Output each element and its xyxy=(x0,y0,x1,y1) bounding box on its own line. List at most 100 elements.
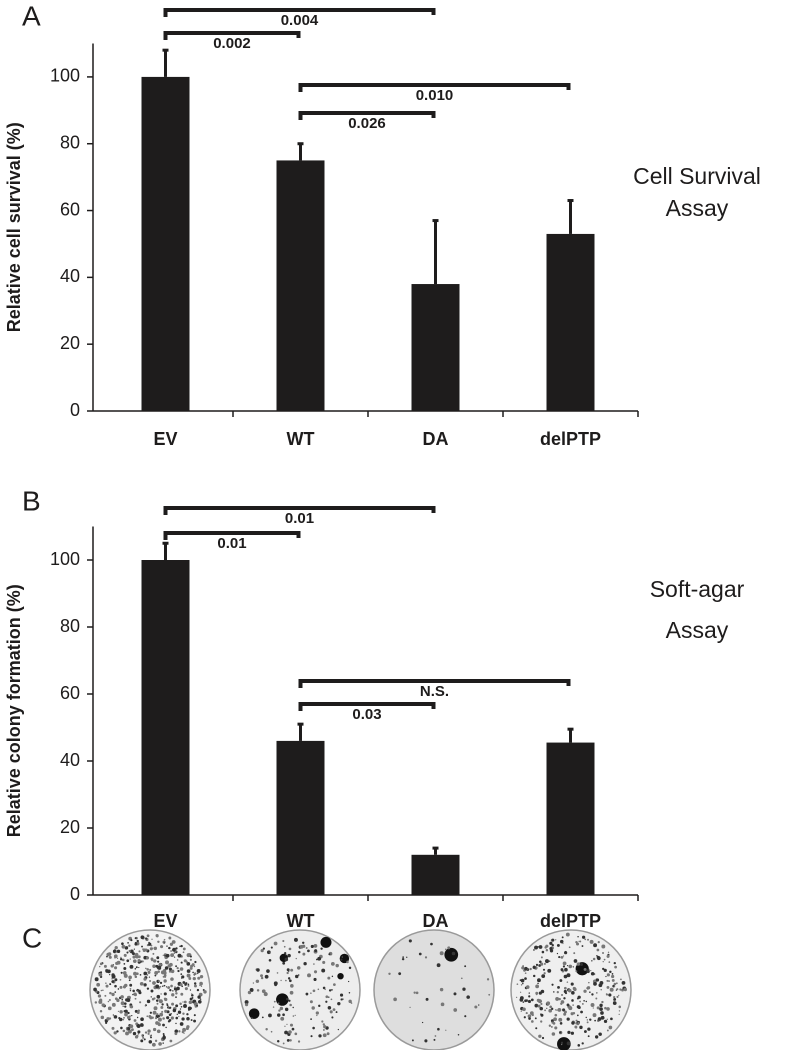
colony xyxy=(171,940,176,944)
colony xyxy=(606,985,610,989)
colony xyxy=(544,946,547,949)
colony xyxy=(282,1042,285,1045)
colony xyxy=(286,971,289,975)
colony xyxy=(581,1002,584,1005)
colony xyxy=(296,966,301,970)
colony xyxy=(160,970,165,975)
colony xyxy=(585,1016,587,1019)
colony xyxy=(113,1031,117,1035)
colony xyxy=(540,989,545,994)
colony xyxy=(156,1002,159,1005)
colony xyxy=(188,1000,193,1005)
colony xyxy=(280,1016,285,1021)
colony xyxy=(564,951,568,955)
colony xyxy=(589,991,591,993)
colony xyxy=(137,989,141,993)
colony xyxy=(170,984,173,988)
colony xyxy=(535,963,539,966)
colony xyxy=(168,936,172,940)
colony xyxy=(577,995,581,999)
colony xyxy=(549,947,553,951)
colony xyxy=(153,997,156,1000)
colony xyxy=(564,967,568,972)
colony xyxy=(174,1029,178,1034)
colony xyxy=(436,963,441,968)
colony xyxy=(562,1008,566,1012)
colony xyxy=(132,955,136,959)
colony xyxy=(252,982,255,984)
error-bar xyxy=(297,722,304,741)
colony xyxy=(322,1023,325,1026)
colony xyxy=(571,999,574,1002)
colony xyxy=(272,1006,275,1008)
colony xyxy=(572,1004,574,1006)
colony xyxy=(616,988,619,991)
colony xyxy=(165,986,168,988)
colony xyxy=(424,956,428,959)
colony xyxy=(129,964,134,969)
y-tick-label: 20 xyxy=(60,817,80,837)
colony xyxy=(129,1005,134,1009)
colony xyxy=(105,982,107,984)
colony xyxy=(548,960,551,962)
colony xyxy=(566,1017,570,1021)
colony xyxy=(280,979,282,982)
colony xyxy=(107,1006,112,1011)
colony xyxy=(163,984,166,987)
colony xyxy=(547,968,552,973)
colony xyxy=(586,986,591,990)
colony xyxy=(453,1008,458,1012)
colony xyxy=(320,947,323,950)
colony xyxy=(149,1011,152,1014)
colony xyxy=(134,967,137,970)
colony xyxy=(307,949,310,953)
colony xyxy=(555,996,560,1001)
colony xyxy=(565,932,570,937)
colony xyxy=(119,985,123,989)
colony xyxy=(162,1023,165,1027)
colony xyxy=(295,957,297,960)
colony xyxy=(573,987,577,992)
colony xyxy=(618,1005,622,1009)
colony xyxy=(530,998,534,1002)
colony xyxy=(586,1021,589,1024)
colony xyxy=(170,1013,172,1015)
colony xyxy=(197,972,199,975)
colony xyxy=(550,1019,555,1023)
colony xyxy=(169,1006,172,1009)
colony xyxy=(244,1003,249,1007)
colony xyxy=(146,1015,149,1018)
colony xyxy=(600,1015,605,1020)
colony xyxy=(576,962,581,966)
error-bar xyxy=(432,219,439,285)
colony xyxy=(556,1009,558,1011)
colony xyxy=(418,952,422,956)
colony xyxy=(127,941,129,944)
significance-bracket xyxy=(163,531,301,540)
colony xyxy=(289,990,294,995)
colony xyxy=(158,980,161,983)
colony xyxy=(276,972,279,974)
colony xyxy=(592,1007,594,1009)
colony xyxy=(105,984,109,988)
bar xyxy=(546,742,595,895)
colony xyxy=(139,974,142,976)
colony xyxy=(137,955,141,959)
colony xyxy=(128,944,131,947)
colony xyxy=(189,966,193,970)
colony xyxy=(156,956,160,960)
colony xyxy=(584,938,587,941)
colony xyxy=(309,1000,313,1004)
colony xyxy=(182,981,186,984)
colony xyxy=(120,1026,123,1030)
error-bar xyxy=(297,142,304,161)
colony xyxy=(131,1015,133,1017)
colony xyxy=(250,1016,253,1019)
colony xyxy=(548,1008,553,1013)
colony xyxy=(596,948,600,952)
colony xyxy=(332,1008,336,1012)
colony xyxy=(537,999,542,1004)
colony xyxy=(313,977,317,982)
colony xyxy=(612,1001,617,1006)
colony xyxy=(150,944,153,947)
